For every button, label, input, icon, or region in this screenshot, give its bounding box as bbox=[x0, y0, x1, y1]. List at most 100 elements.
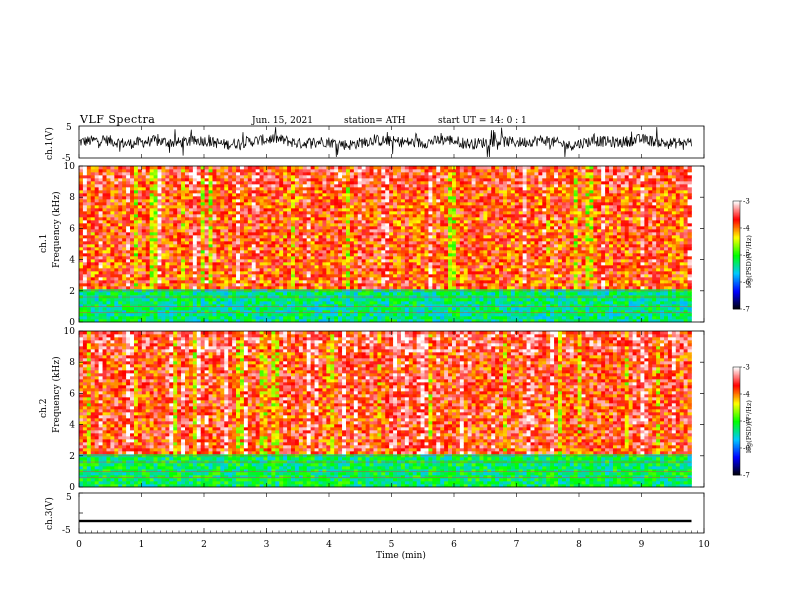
spectrogram-cell bbox=[365, 319, 370, 323]
spectrogram-cell bbox=[161, 223, 166, 227]
spectrogram-cell bbox=[133, 310, 139, 314]
spectrogram-cell bbox=[86, 220, 92, 224]
spectrogram-cell bbox=[145, 250, 151, 254]
spectrogram-cell bbox=[145, 301, 151, 305]
spectrogram-cell bbox=[404, 199, 410, 203]
spectrogram-cell bbox=[90, 169, 96, 173]
spectrogram-cell bbox=[224, 286, 229, 290]
spectrogram-cell bbox=[188, 298, 194, 302]
spectrogram-cell bbox=[126, 286, 131, 290]
spectrogram-cell bbox=[177, 304, 182, 308]
spectrogram-cell bbox=[102, 244, 107, 248]
spectrogram-cell bbox=[79, 196, 84, 200]
spectrogram-cell bbox=[192, 214, 198, 218]
spectrogram-cell bbox=[275, 313, 280, 317]
spectrogram-cell bbox=[452, 310, 457, 314]
spectrogram-cell bbox=[294, 286, 300, 290]
spectrogram-cell bbox=[141, 271, 147, 275]
spectrogram-cell bbox=[153, 235, 158, 239]
spectrogram-cell bbox=[232, 238, 237, 242]
spectrogram-cell bbox=[345, 292, 351, 296]
spectrogram-cell bbox=[408, 304, 414, 308]
spectrogram-cell bbox=[385, 232, 390, 236]
spectrogram-cell bbox=[141, 175, 147, 179]
spectrogram-cell bbox=[408, 262, 414, 266]
spectrogram-cell bbox=[114, 190, 119, 194]
spectrogram-cell bbox=[271, 235, 276, 239]
spectrogram-cell bbox=[165, 226, 170, 230]
spectrogram-cell bbox=[98, 313, 103, 317]
spectrogram-cell bbox=[369, 187, 374, 191]
spectrogram-cell bbox=[338, 217, 343, 221]
spectrogram-cell bbox=[287, 295, 292, 299]
spectrogram-cell bbox=[416, 262, 421, 266]
spectrogram-cell bbox=[126, 283, 131, 287]
spectrogram-cell bbox=[153, 274, 158, 278]
spectrogram-cell bbox=[310, 301, 315, 305]
spectrogram-cell bbox=[381, 205, 386, 209]
spectrogram-cell bbox=[349, 313, 355, 317]
station-label: station= ATH bbox=[344, 116, 406, 126]
spectrogram-cell bbox=[404, 220, 410, 224]
spectrogram-cell bbox=[212, 217, 217, 221]
spectrogram-cell bbox=[298, 184, 304, 188]
spectrogram-cell bbox=[255, 214, 260, 218]
spectrogram-cell bbox=[283, 211, 288, 215]
spectrogram-cell bbox=[334, 211, 339, 215]
spectrogram-cell bbox=[106, 232, 111, 236]
spectrogram-cell bbox=[436, 202, 441, 206]
spectrogram-cell bbox=[79, 283, 84, 287]
spectrogram-cell bbox=[330, 241, 335, 245]
spectrogram-cell bbox=[291, 241, 296, 245]
spectrogram-cell bbox=[200, 208, 205, 212]
spectrogram-cell bbox=[98, 169, 103, 173]
spectrogram-cell bbox=[110, 310, 115, 314]
spectrogram-cell bbox=[267, 232, 272, 236]
spectrogram-cell bbox=[279, 316, 284, 320]
spectrogram-cell bbox=[275, 292, 280, 296]
spectrogram-cell bbox=[283, 292, 288, 296]
spectrogram-cell bbox=[381, 241, 386, 245]
spectrogram-cell bbox=[110, 229, 115, 233]
spectrogram-cell bbox=[173, 175, 178, 179]
spectrogram-cell bbox=[79, 190, 84, 194]
spectrogram-cell bbox=[169, 295, 174, 299]
spectrogram-cell bbox=[279, 286, 284, 290]
spectrogram-cell bbox=[416, 190, 421, 194]
spectrogram-cell bbox=[86, 277, 92, 281]
spectrogram-cell bbox=[98, 271, 103, 275]
spectrogram-cell bbox=[432, 169, 437, 173]
spectrogram-cell bbox=[94, 205, 99, 209]
spectrogram-cell bbox=[243, 265, 249, 269]
spectrogram-cell bbox=[145, 235, 151, 239]
spectrogram-cell bbox=[145, 169, 151, 173]
spectrogram-cell bbox=[192, 223, 198, 227]
spectrogram-cell bbox=[326, 259, 331, 263]
spectrogram-cell bbox=[204, 229, 209, 233]
spectrogram-cell bbox=[408, 223, 414, 227]
spectrogram-cell bbox=[267, 178, 272, 182]
spectrogram-cell bbox=[267, 169, 272, 173]
spectrogram-cell bbox=[318, 286, 323, 290]
spectrogram-cell bbox=[212, 178, 217, 182]
spectrogram-cell bbox=[145, 313, 151, 317]
spectrogram-cell bbox=[247, 217, 253, 221]
spectrogram-cell bbox=[408, 253, 414, 257]
spectrogram-cell bbox=[236, 283, 241, 287]
spectrogram-cell bbox=[181, 175, 186, 179]
spectrogram-cell bbox=[82, 292, 88, 296]
spectrogram-cell bbox=[338, 172, 343, 176]
spectrogram-cell bbox=[82, 307, 88, 311]
spectrogram-cell bbox=[192, 313, 198, 317]
spectrogram-cell bbox=[338, 214, 343, 218]
spectrogram-cell bbox=[279, 184, 284, 188]
spectrogram-cell bbox=[283, 166, 288, 170]
spectrogram-cell bbox=[247, 307, 253, 311]
spectrogram-cell bbox=[137, 214, 143, 218]
spectrogram-cell bbox=[393, 307, 398, 311]
spectrogram-cell bbox=[137, 313, 143, 317]
spectrogram-cell bbox=[428, 217, 433, 221]
spectrogram-cell bbox=[302, 316, 308, 320]
spectrogram-cell bbox=[247, 277, 253, 281]
